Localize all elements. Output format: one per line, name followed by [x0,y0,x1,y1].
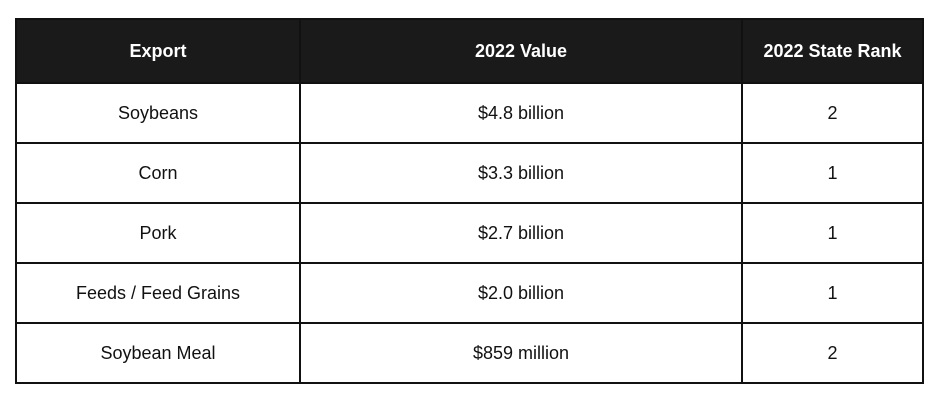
cell-rank: 2 [741,82,924,144]
cell-rank: 2 [741,322,924,384]
cell-export: Corn [15,142,301,204]
cell-value: $3.3 billion [299,142,743,204]
cell-value: $4.8 billion [299,82,743,144]
cell-rank: 1 [741,202,924,264]
cell-value: $2.0 billion [299,262,743,324]
cell-rank: 1 [741,262,924,324]
cell-value: $2.7 billion [299,202,743,264]
cell-export: Soybean Meal [15,322,301,384]
exports-table: Export 2022 Value 2022 State Rank Soybea… [15,18,924,384]
header-export: Export [15,18,301,84]
header-2022-state-rank: 2022 State Rank [741,18,924,84]
cell-export: Feeds / Feed Grains [15,262,301,324]
cell-export: Pork [15,202,301,264]
table-row: Corn $3.3 billion 1 [15,142,924,204]
table-row: Soybeans $4.8 billion 2 [15,82,924,144]
header-2022-value: 2022 Value [299,18,743,84]
table-row: Feeds / Feed Grains $2.0 billion 1 [15,262,924,324]
table-row: Soybean Meal $859 million 2 [15,322,924,384]
table-header-row: Export 2022 Value 2022 State Rank [15,18,924,84]
cell-export: Soybeans [15,82,301,144]
cell-value: $859 million [299,322,743,384]
cell-rank: 1 [741,142,924,204]
table-row: Pork $2.7 billion 1 [15,202,924,264]
